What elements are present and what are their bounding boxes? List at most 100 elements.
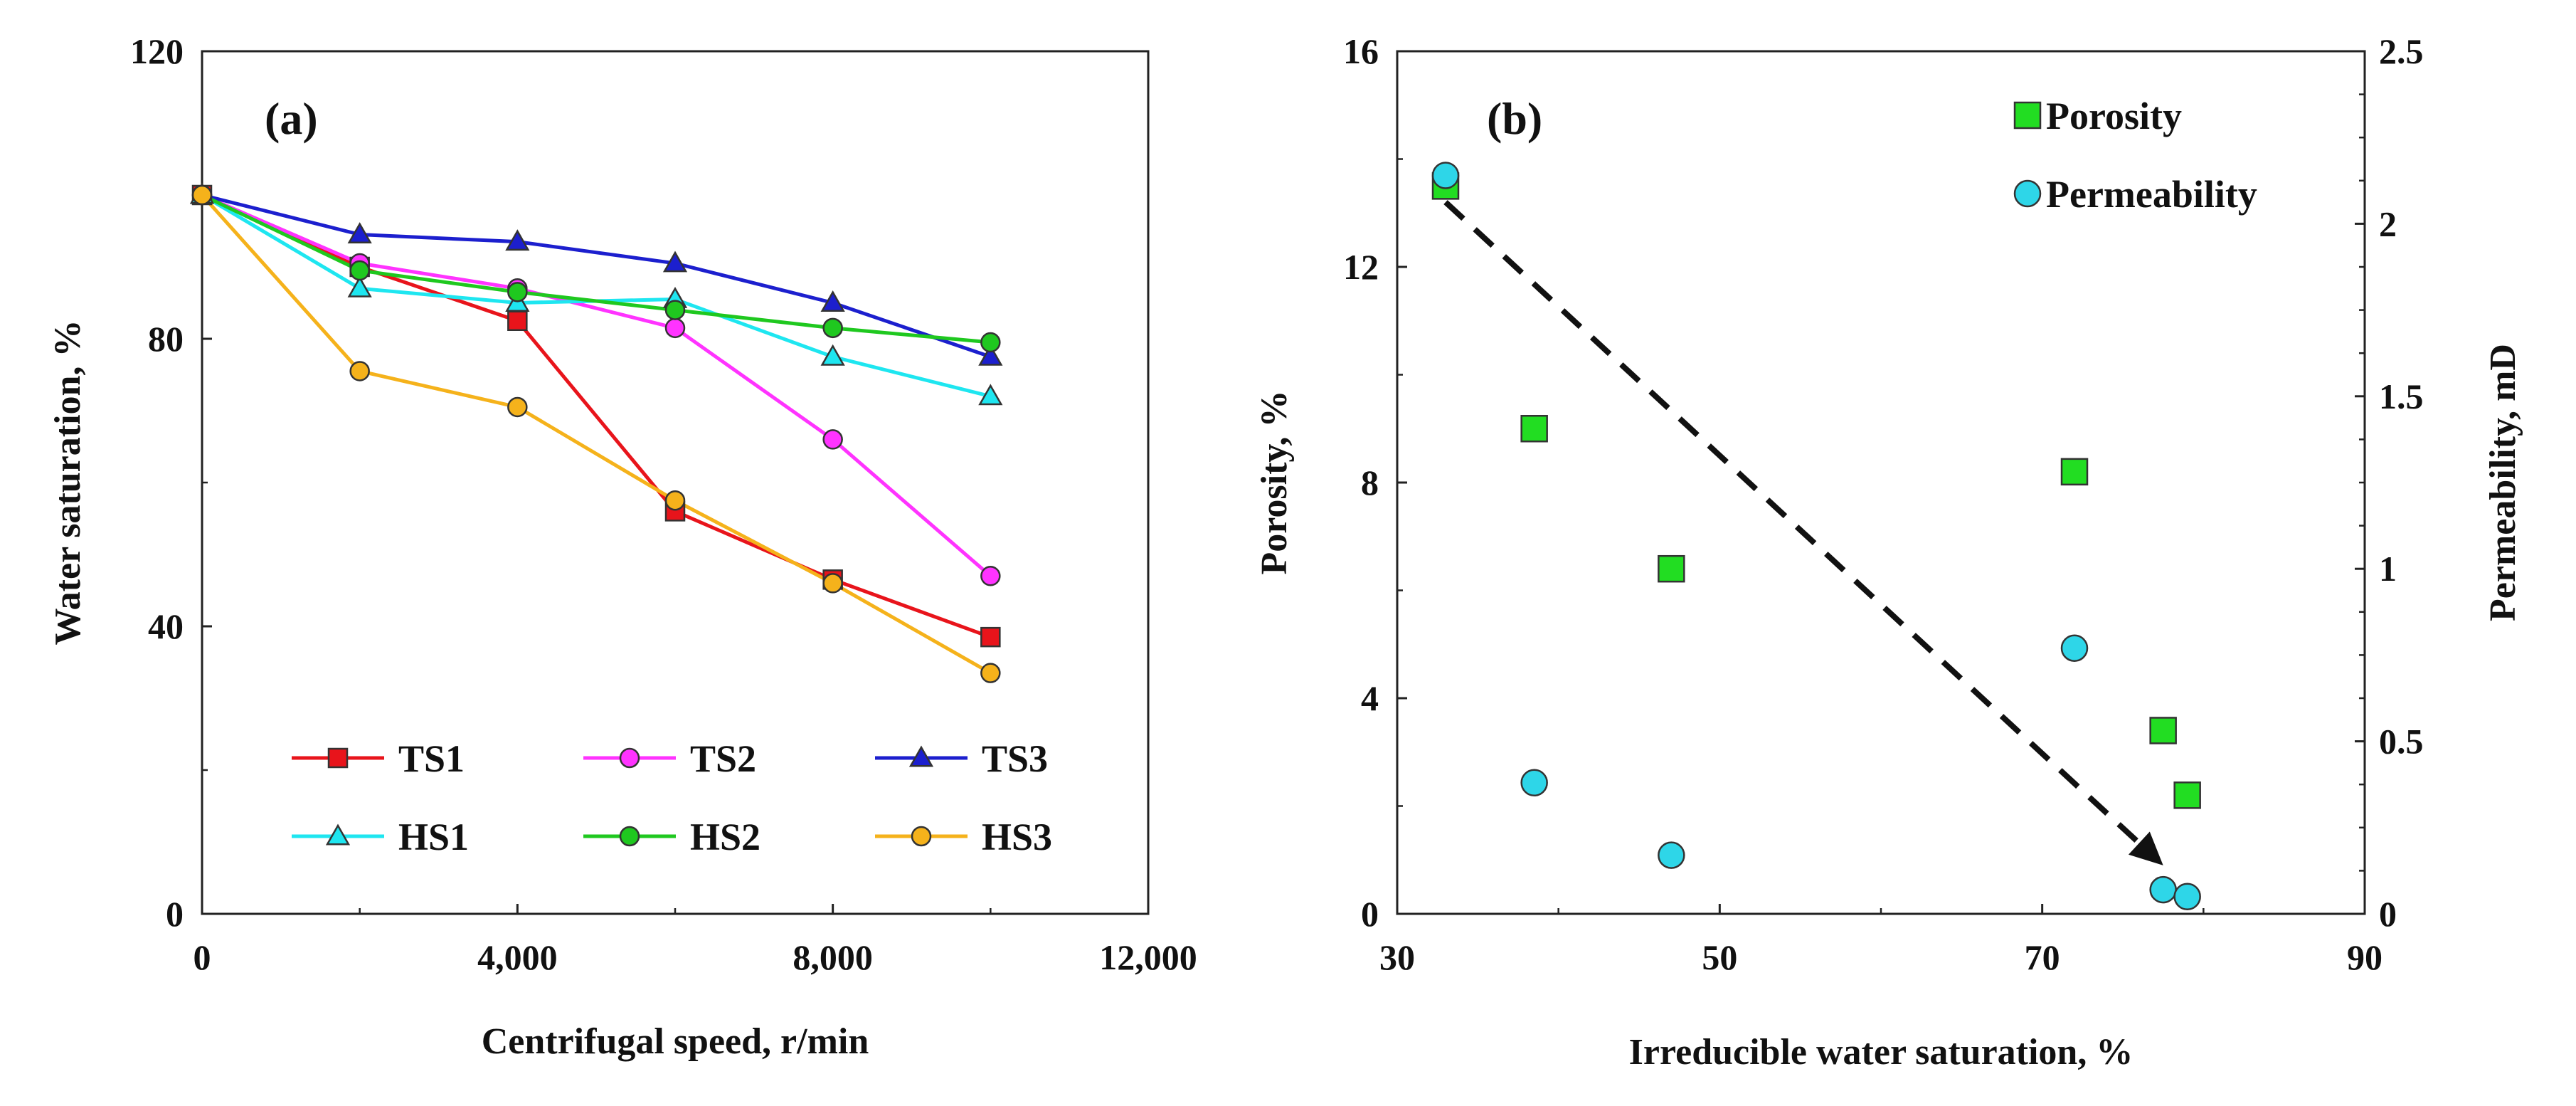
chart-a-x-tick-label: 0 [194,937,211,977]
series-porosity-point [2173,781,2201,809]
series-hs2-point [349,260,370,281]
chart-b-x-tick-label: 70 [2025,937,2060,977]
series-permeability-point [2173,883,2201,911]
series-permeability-point [1431,162,1460,189]
series-hs3-point [349,361,370,381]
series-hs1-point [347,275,372,297]
legend-item-ts1: TS1 [292,737,465,780]
series-ts2-line [201,193,992,578]
chart-a-x-axis-title: Centrifugal speed, r/min [482,1021,869,1062]
legend-label: Porosity [2046,95,2182,137]
chart-b-right-y-tick-label: 0 [2379,894,2397,934]
legend-swatch-marker [908,745,934,767]
series-hs1-point [820,344,845,366]
series-porosity-point [1520,415,1548,443]
chart-a: 0 40 80 120 0 4,000 8,000 12,000 (a) Centrifuga… [48,31,1197,1062]
chart-b-right-y-tick-label: 2 [2379,204,2397,243]
series-hs2-point [664,300,686,320]
series-ts3-point [505,229,530,251]
trend-arrow-head [2128,831,2163,865]
chart-a-plot-frame [201,50,1150,915]
chart-b-left-y-tick-label: 12 [1343,247,1379,287]
series-porosity-point [2149,717,2177,744]
series-hs2-point [507,282,528,302]
series-ts3-point [820,290,845,312]
chart-b-ticks: 0 4 8 12 16 0 0.5 1 1.5 2 2.5 30 50 70 90 [1343,31,2424,977]
chart-a-y-tick-label: 120 [130,31,184,71]
chart-b-legend: Porosity Permeability [2013,95,2257,216]
chart-b-left-y-tick-label: 8 [1361,463,1379,502]
legend-swatch-marker [2013,179,2042,208]
legend-swatch-marker [325,823,351,846]
series-ts3-line [201,193,992,359]
chart-b-left-y-tick-label: 4 [1361,678,1379,718]
chart-a-x-tick-label: 8,000 [793,937,873,977]
series-permeability-point [2060,634,2089,662]
series-ts1-point [980,626,1001,648]
chart-b-right-axis-title: Permeability, mD [2483,344,2523,621]
series-hs1-point [978,384,1003,406]
chart-a-lines [201,193,992,675]
series-hs2-line [201,193,991,344]
series-ts1-point [507,310,528,331]
chart-b-x-tick-label: 30 [1379,937,1415,977]
chart-b-left-y-tick-label: 16 [1343,31,1379,71]
series-hs2-point [980,332,1001,353]
series-hs3-point [980,663,1001,683]
series-hs3-point [191,184,213,206]
legend-item-porosity: Porosity [2013,95,2182,137]
chart-a-y-axis-title: Water saturation, % [48,320,88,646]
series-permeability-point [1658,841,1685,869]
series-ts2-point [664,317,686,339]
legend-item-hs1: HS1 [292,816,469,858]
legend-swatch-marker [619,826,640,847]
series-porosity-point [2060,458,2089,486]
series-hs3-point [507,396,528,418]
legend-label: Permeability [2046,173,2257,216]
series-ts3-point [347,222,372,244]
chart-b-left-y-tick-label: 0 [1361,894,1379,934]
series-hs3-point [664,490,686,511]
chart-b-right-y-tick-label: 1 [2379,549,2397,589]
trend-arrow-shaft [1443,200,2151,854]
chart-b-right-y-tick-label: 0.5 [2379,722,2424,762]
chart-a-y-tick-label: 0 [166,894,184,934]
series-ts3-point [662,251,688,273]
series-hs2-point [822,317,843,339]
legend-swatch-marker [2013,101,2042,130]
chart-b-right-y-tick-label: 2.5 [2379,31,2424,71]
legend-label: TS1 [398,737,465,780]
legend-label: HS3 [982,816,1052,858]
chart-b-left-axis-title: Porosity, % [1254,390,1295,574]
chart-a-panel-label: (a) [265,93,318,144]
series-permeability-point [1520,769,1548,797]
chart-a-ticks: 0 40 80 120 0 4,000 8,000 12,000 [130,31,1197,977]
series-hs3-line [201,194,992,675]
legend-label: TS3 [982,737,1048,780]
chart-b: 0 4 8 12 16 0 0.5 1 1.5 2 2.5 30 50 70 90 (b) Irreduci… [1254,31,2523,1073]
chart-a-legend: TS1 TS2 TS3 HS1 HS2 HS3 [292,737,1052,858]
chart-b-x-axis-title: Irreducible water saturation, % [1629,1032,2134,1073]
series-ts3-point [978,344,1003,366]
chart-a-x-tick-label: 12,000 [1099,937,1197,977]
series-porosity-point [1658,554,1685,583]
legend-swatch-marker [911,826,932,847]
chart-a-y-tick-label: 80 [148,319,184,359]
legend-swatch-marker [619,747,640,769]
legend-swatch-marker [327,747,349,769]
legend-item-ts2: TS2 [583,737,756,780]
legend-item-hs2: HS2 [583,816,760,858]
chart-b-x-tick-label: 50 [1702,937,1737,977]
chart-b-trend-arrow [1443,200,2163,865]
series-permeability-point [2149,875,2177,904]
legend-item-hs3: HS3 [875,816,1052,858]
chart-b-x-tick-label: 90 [2347,937,2382,977]
chart-a-markers [189,182,1003,683]
chart-b-markers [1431,162,2201,911]
chart-a-x-tick-label: 4,000 [477,937,558,977]
chart-a-y-tick-label: 40 [148,606,184,646]
legend-label: TS2 [690,737,756,780]
series-ts2-point [980,566,1001,586]
legend-label: HS1 [398,816,469,858]
